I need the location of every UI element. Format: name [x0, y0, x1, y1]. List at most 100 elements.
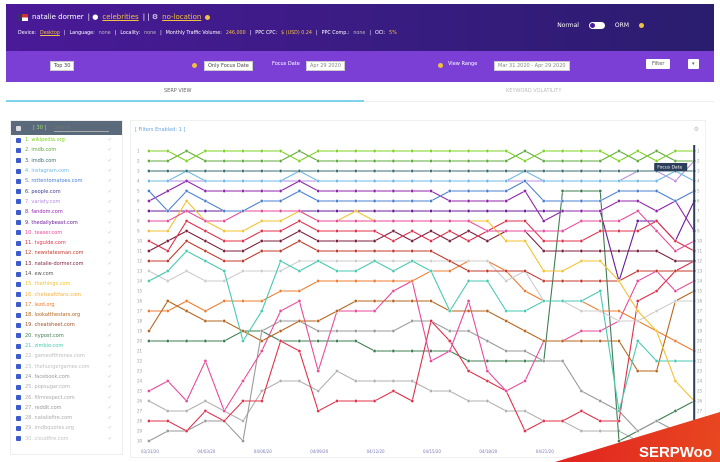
domain-list-item[interactable]: 6. people.com ✓: [11, 186, 122, 196]
domain-list-item[interactable]: 13. natalie-dormer.com ✓: [11, 259, 122, 269]
data-point[interactable]: [222, 259, 226, 263]
data-point[interactable]: [222, 149, 226, 153]
data-point[interactable]: [316, 159, 320, 163]
data-point[interactable]: [353, 379, 358, 383]
data-point[interactable]: [429, 349, 433, 353]
data-point[interactable]: [335, 179, 339, 183]
data-point[interactable]: [617, 419, 621, 423]
domain-checkbox[interactable]: [16, 353, 21, 359]
data-point[interactable]: [297, 189, 302, 193]
data-point[interactable]: [504, 229, 509, 233]
data-point[interactable]: [391, 149, 396, 153]
data-point[interactable]: [598, 179, 603, 183]
data-point[interactable]: [184, 409, 189, 413]
data-point[interactable]: [579, 169, 584, 173]
data-point[interactable]: [391, 299, 396, 303]
data-point[interactable]: [335, 189, 339, 193]
data-point[interactable]: [504, 279, 509, 283]
data-point[interactable]: [466, 179, 471, 183]
data-point[interactable]: [541, 299, 546, 303]
data-point[interactable]: [184, 169, 189, 173]
data-point[interactable]: [598, 259, 603, 263]
data-point[interactable]: [635, 299, 640, 303]
data-point[interactable]: [316, 259, 320, 263]
data-point[interactable]: [297, 229, 302, 233]
data-point[interactable]: [203, 199, 208, 203]
domain-list-item[interactable]: 1. wikipedia.org ✓: [11, 135, 122, 145]
data-point[interactable]: [673, 299, 678, 303]
data-point[interactable]: [372, 159, 377, 163]
data-point[interactable]: [372, 149, 377, 153]
data-point[interactable]: [372, 229, 377, 233]
data-point[interactable]: [410, 199, 415, 203]
data-point[interactable]: [541, 239, 546, 243]
data-point[interactable]: [147, 199, 151, 203]
data-point[interactable]: [241, 149, 245, 153]
data-point[interactable]: [222, 339, 226, 343]
series-line[interactable]: [147, 209, 697, 253]
data-point[interactable]: [391, 179, 396, 183]
data-point[interactable]: [635, 249, 640, 253]
data-point[interactable]: [410, 259, 415, 263]
more-button[interactable]: ▾: [688, 59, 699, 69]
data-point[interactable]: [335, 269, 339, 273]
data-point[interactable]: [203, 229, 208, 233]
data-point[interactable]: [485, 169, 490, 173]
data-point[interactable]: [485, 239, 490, 243]
series-line[interactable]: [147, 269, 697, 413]
data-point[interactable]: [598, 249, 603, 253]
data-point[interactable]: [353, 269, 358, 273]
data-point[interactable]: [485, 199, 490, 203]
data-point[interactable]: [278, 189, 283, 193]
data-point[interactable]: [635, 209, 640, 213]
orm-toggle[interactable]: [588, 22, 605, 29]
data-point[interactable]: [466, 279, 471, 283]
data-point[interactable]: [184, 149, 189, 153]
data-point[interactable]: [391, 349, 396, 353]
data-point[interactable]: [429, 269, 433, 273]
data-point[interactable]: [166, 229, 170, 233]
data-point[interactable]: [447, 389, 452, 393]
data-point[interactable]: [523, 169, 527, 173]
domain-checkbox[interactable]: [16, 168, 21, 174]
data-point[interactable]: [654, 209, 659, 213]
domain-checkbox[interactable]: [16, 436, 21, 442]
data-point[interactable]: [560, 189, 565, 193]
data-point[interactable]: [278, 169, 283, 173]
data-point[interactable]: [166, 339, 170, 343]
data-point[interactable]: [335, 229, 339, 233]
data-point[interactable]: [241, 419, 245, 423]
data-point[interactable]: [560, 199, 565, 203]
series-line[interactable]: [147, 229, 697, 263]
data-point[interactable]: [203, 219, 208, 223]
data-point[interactable]: [673, 359, 678, 363]
data-point[interactable]: [335, 169, 339, 173]
data-point[interactable]: [504, 219, 509, 223]
data-point[interactable]: [166, 219, 170, 223]
data-point[interactable]: [635, 369, 640, 373]
data-point[interactable]: [598, 199, 603, 203]
data-point[interactable]: [372, 219, 377, 223]
data-point[interactable]: [147, 439, 151, 443]
data-point[interactable]: [673, 409, 678, 413]
data-point[interactable]: [203, 339, 208, 343]
data-point[interactable]: [316, 339, 320, 343]
data-point[interactable]: [560, 209, 565, 213]
data-point[interactable]: [485, 149, 490, 153]
gear-icon[interactable]: ⚙: [693, 126, 699, 133]
data-point[interactable]: [372, 349, 377, 353]
data-point[interactable]: [222, 209, 226, 213]
data-point[interactable]: [241, 299, 245, 303]
data-point[interactable]: [466, 329, 471, 333]
data-point[interactable]: [523, 289, 527, 293]
domain-checkbox[interactable]: [16, 364, 21, 370]
data-point[interactable]: [635, 169, 640, 173]
data-point[interactable]: [560, 179, 565, 183]
data-point[interactable]: [617, 229, 621, 233]
data-point[interactable]: [673, 159, 678, 163]
data-point[interactable]: [391, 239, 396, 243]
data-point[interactable]: [316, 329, 320, 333]
data-point[interactable]: [147, 229, 151, 233]
data-point[interactable]: [297, 159, 302, 163]
data-point[interactable]: [617, 309, 621, 313]
